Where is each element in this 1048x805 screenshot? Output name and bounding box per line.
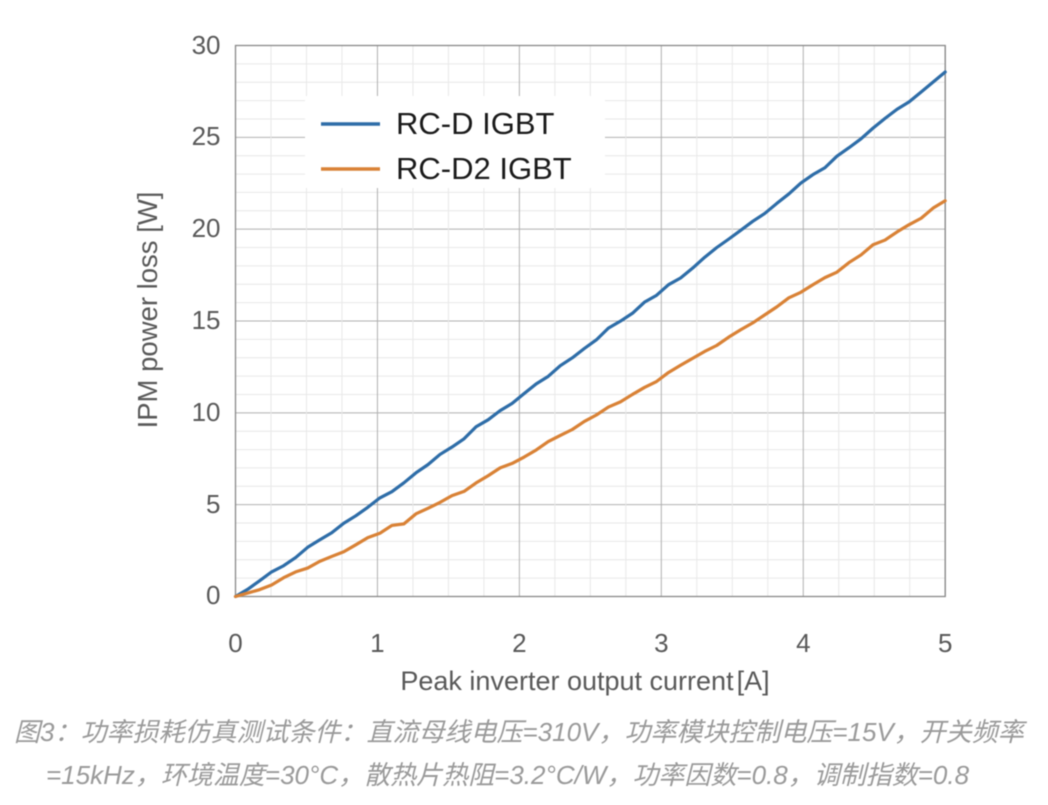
svg-text:15: 15 bbox=[192, 305, 221, 335]
svg-text:1: 1 bbox=[370, 628, 384, 658]
svg-text:30: 30 bbox=[192, 30, 221, 60]
svg-text:25: 25 bbox=[192, 121, 221, 151]
svg-text:5: 5 bbox=[938, 628, 952, 658]
svg-text:RC-D IGBT: RC-D IGBT bbox=[396, 106, 555, 141]
svg-text:IPM power loss [W]: IPM power loss [W] bbox=[132, 192, 163, 429]
svg-text:Peak inverter output current[A: Peak inverter output current [A] bbox=[400, 666, 769, 696]
svg-text:5: 5 bbox=[206, 489, 220, 519]
svg-text:2: 2 bbox=[512, 628, 526, 658]
svg-text:0: 0 bbox=[228, 628, 242, 658]
svg-text:3: 3 bbox=[654, 628, 668, 658]
svg-text:10: 10 bbox=[192, 397, 221, 427]
svg-text:0: 0 bbox=[206, 580, 220, 610]
svg-text:20: 20 bbox=[192, 213, 221, 243]
svg-text:4: 4 bbox=[796, 628, 810, 658]
svg-text:RC-D2 IGBT: RC-D2 IGBT bbox=[396, 151, 572, 186]
